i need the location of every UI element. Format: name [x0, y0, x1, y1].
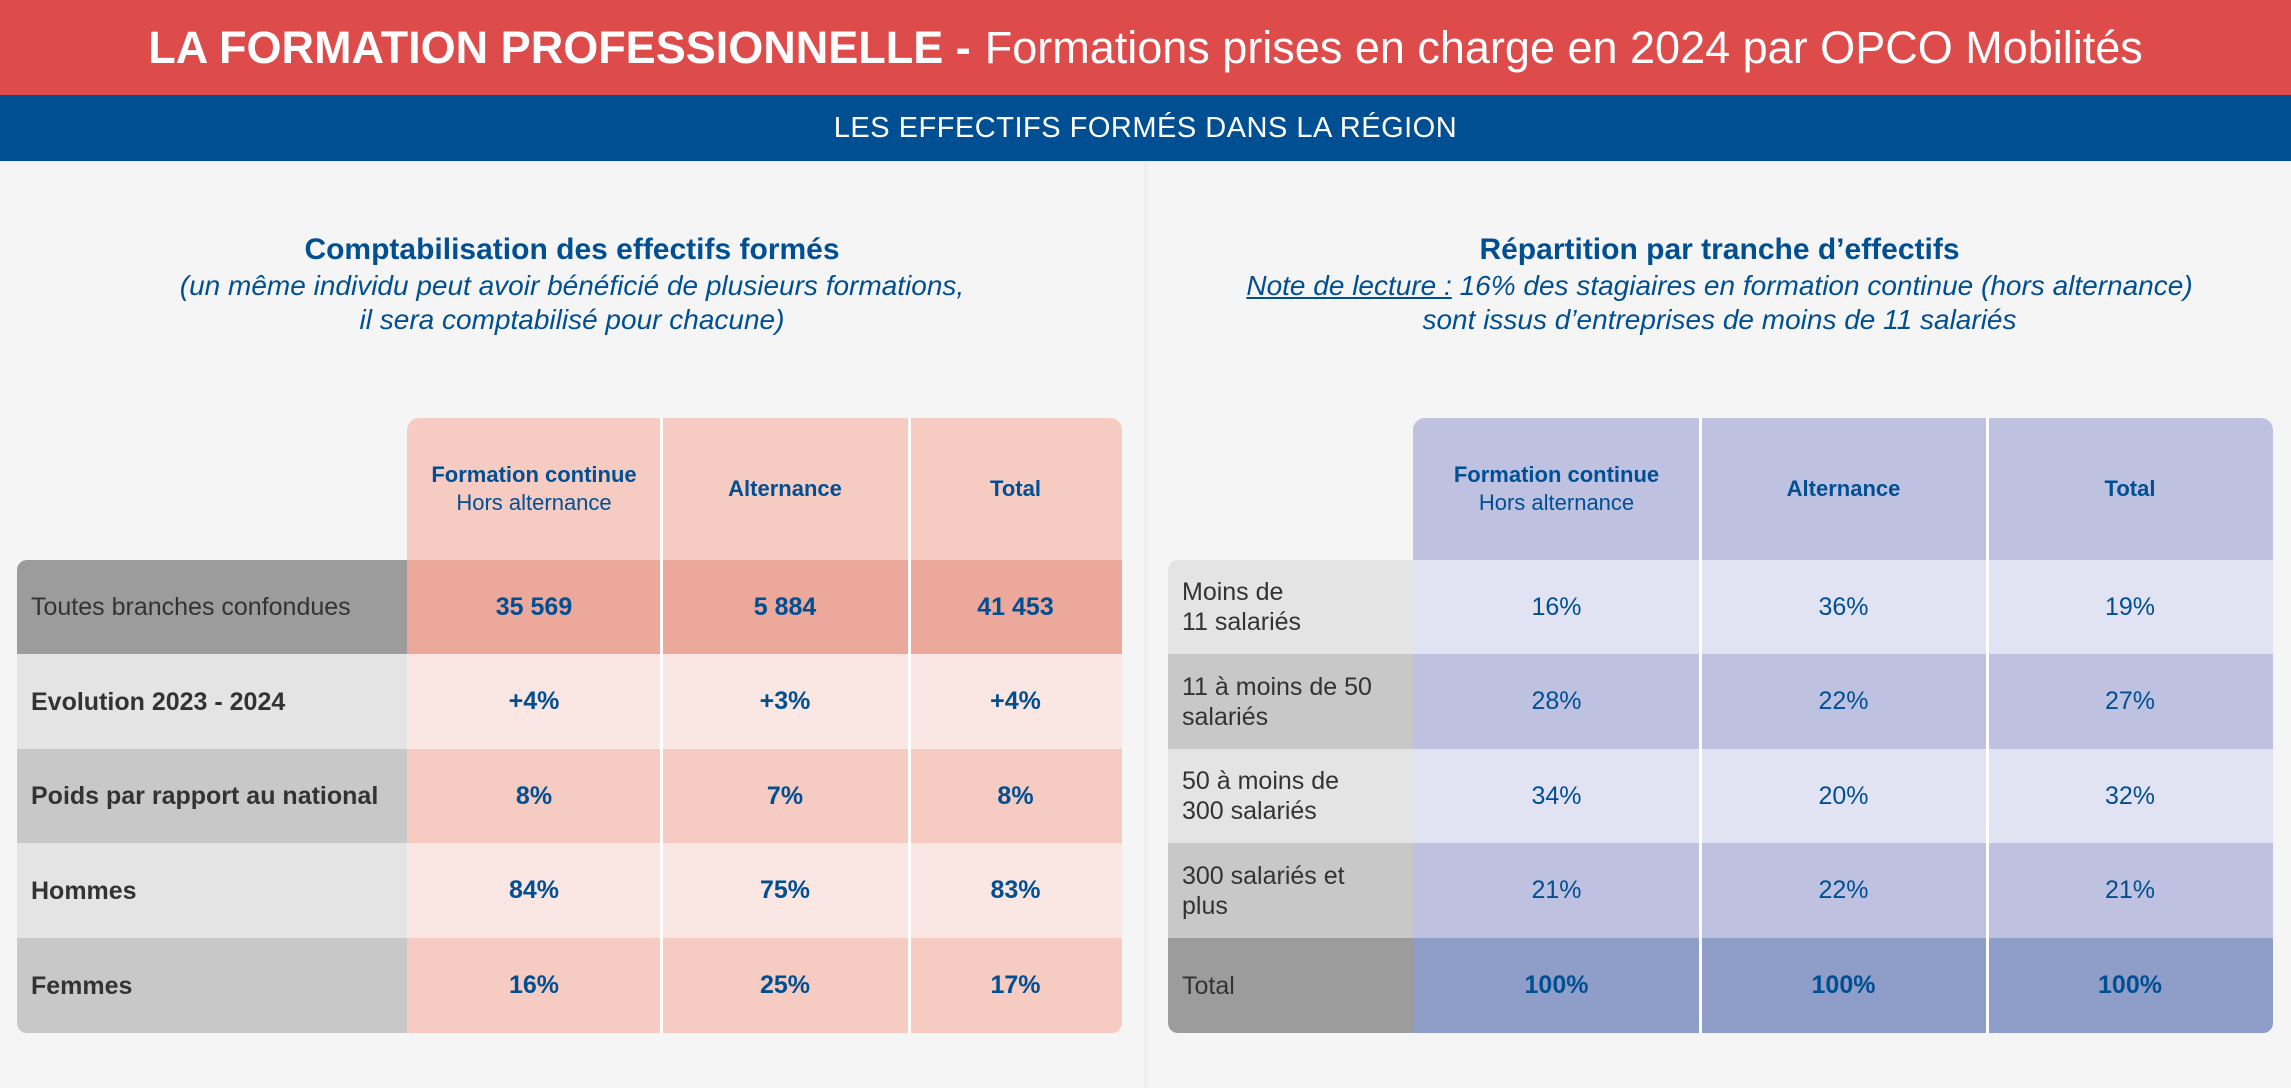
- right-row-label-11-50: 11 à moins de 50 salariés: [1168, 654, 1413, 749]
- left-col-header-total: Total: [909, 418, 1122, 560]
- left-col-header-alternance: Alternance: [661, 418, 909, 560]
- right-row-label-total: Total: [1168, 938, 1413, 1033]
- right-value: 22%: [1700, 843, 1987, 938]
- right-value: 34%: [1413, 749, 1700, 843]
- left-value: +4%: [909, 654, 1122, 749]
- col-header-main: Total: [990, 476, 1041, 501]
- left-value: +4%: [407, 654, 661, 749]
- col-header-main: Formation continue: [1453, 462, 1660, 487]
- left-col-header-formation: Formation continue Hors alternance: [407, 418, 661, 560]
- right-col-header-formation: Formation continue Hors alternance: [1413, 418, 1700, 560]
- col-header-main: Formation continue: [431, 462, 637, 487]
- row-label-line: 300 salariés et: [1182, 861, 1345, 890]
- sub-banner: LES EFFECTIFS FORMÉS DANS LA RÉGION: [0, 95, 2291, 161]
- right-note-line2: sont issus d’entreprises de moins de 11 …: [1422, 304, 2017, 335]
- right-value: 100%: [1987, 938, 2273, 1033]
- left-divider: [908, 418, 911, 1033]
- col-header-main: Alternance: [1786, 476, 1901, 501]
- left-row-label-all: Toutes branches confondues: [17, 560, 407, 654]
- left-value: 16%: [407, 938, 661, 1033]
- col-header-main: Alternance: [728, 476, 842, 501]
- note-label: Note de lecture :: [1246, 270, 1452, 301]
- right-value: 100%: [1413, 938, 1700, 1033]
- left-value: 25%: [661, 938, 909, 1033]
- right-row-label-moins11: Moins de 11 salariés: [1168, 560, 1413, 654]
- row-label-line: salariés: [1182, 702, 1269, 731]
- right-value: 32%: [1987, 749, 2273, 843]
- left-section-title: Comptabilisation des effectifs formés: [304, 233, 840, 266]
- right-value: 22%: [1700, 654, 1987, 749]
- top-banner: LA FORMATION PROFESSIONNELLE - Formation…: [0, 0, 2291, 95]
- left-value: 83%: [909, 843, 1122, 938]
- left-value: 84%: [407, 843, 661, 938]
- left-note-line1: (un même individu peut avoir bénéficié d…: [179, 270, 965, 301]
- right-value: 20%: [1700, 749, 1987, 843]
- col-header-sub: Hors alternance: [1478, 490, 1635, 515]
- col-header-main: Total: [2104, 476, 2156, 501]
- left-value: 41 453: [909, 560, 1122, 654]
- right-value: 27%: [1987, 654, 2273, 749]
- row-label-line: 300 salariés: [1182, 797, 1317, 825]
- right-value: 100%: [1700, 938, 1987, 1033]
- right-row-label-300plus: 300 salariés et plus: [1168, 843, 1413, 938]
- banner-title-light: Formations prises en charge en 2024 par …: [984, 21, 2143, 73]
- row-label-line: plus: [1182, 891, 1228, 920]
- left-row-label-poids: Poids par rapport au national: [17, 749, 407, 843]
- right-col-header-alternance: Alternance: [1700, 418, 1987, 560]
- left-value: 35 569: [407, 560, 661, 654]
- right-divider: [1699, 418, 1702, 1033]
- row-label-line: Moins de: [1182, 578, 1284, 606]
- right-panel: Répartition par tranche d’effectifs Note…: [1148, 163, 2291, 1088]
- right-divider: [1986, 418, 1989, 1033]
- left-value: 17%: [909, 938, 1122, 1033]
- left-value: 8%: [909, 749, 1122, 843]
- left-header-bg: [407, 418, 1122, 560]
- row-label-line: 50 à moins de: [1182, 767, 1340, 795]
- banner-title-bold: LA FORMATION PROFESSIONNELLE -: [148, 21, 971, 73]
- left-row-label-hommes: Hommes: [17, 843, 407, 938]
- left-value: 5 884: [661, 560, 909, 654]
- left-note-line2: il sera comptabilisé pour chacune): [359, 304, 785, 335]
- right-value: 36%: [1700, 560, 1987, 654]
- right-value: 21%: [1987, 843, 2273, 938]
- right-section-title: Répartition par tranche d’effectifs: [1479, 233, 1960, 266]
- right-value: 28%: [1413, 654, 1700, 749]
- banner-subtitle: LES EFFECTIFS FORMÉS DANS LA RÉGION: [833, 111, 1458, 144]
- right-value: 16%: [1413, 560, 1700, 654]
- right-row-label-50-300: 50 à moins de 300 salariés: [1168, 749, 1413, 843]
- right-value: 19%: [1987, 560, 2273, 654]
- left-value: 8%: [407, 749, 661, 843]
- note-text: 16% des stagiaires en formation continue…: [1451, 270, 2193, 301]
- left-value: +3%: [661, 654, 909, 749]
- row-label-line: 11 salariés: [1182, 608, 1302, 636]
- left-divider: [660, 418, 663, 1033]
- left-value: 75%: [661, 843, 909, 938]
- right-header-bg: [1413, 418, 2273, 560]
- left-panel: Comptabilisation des effectifs formés (u…: [0, 163, 1144, 1088]
- row-label-line: 11 à moins de 50: [1182, 672, 1372, 701]
- left-row-label-evolution: Evolution 2023 - 2024: [17, 654, 407, 749]
- right-value: 21%: [1413, 843, 1700, 938]
- left-value: 7%: [661, 749, 909, 843]
- left-row-label-femmes: Femmes: [17, 938, 407, 1033]
- col-header-sub: Hors alternance: [456, 490, 612, 515]
- left-table: Formation continue Hors alternance Alter…: [0, 163, 1144, 1088]
- right-note-line1: Note de lecture : 16% des stagiaires en …: [1148, 269, 2291, 303]
- right-col-header-total: Total: [1987, 418, 2273, 560]
- right-table: Formation continue Hors alternance Alter…: [1148, 163, 2291, 1088]
